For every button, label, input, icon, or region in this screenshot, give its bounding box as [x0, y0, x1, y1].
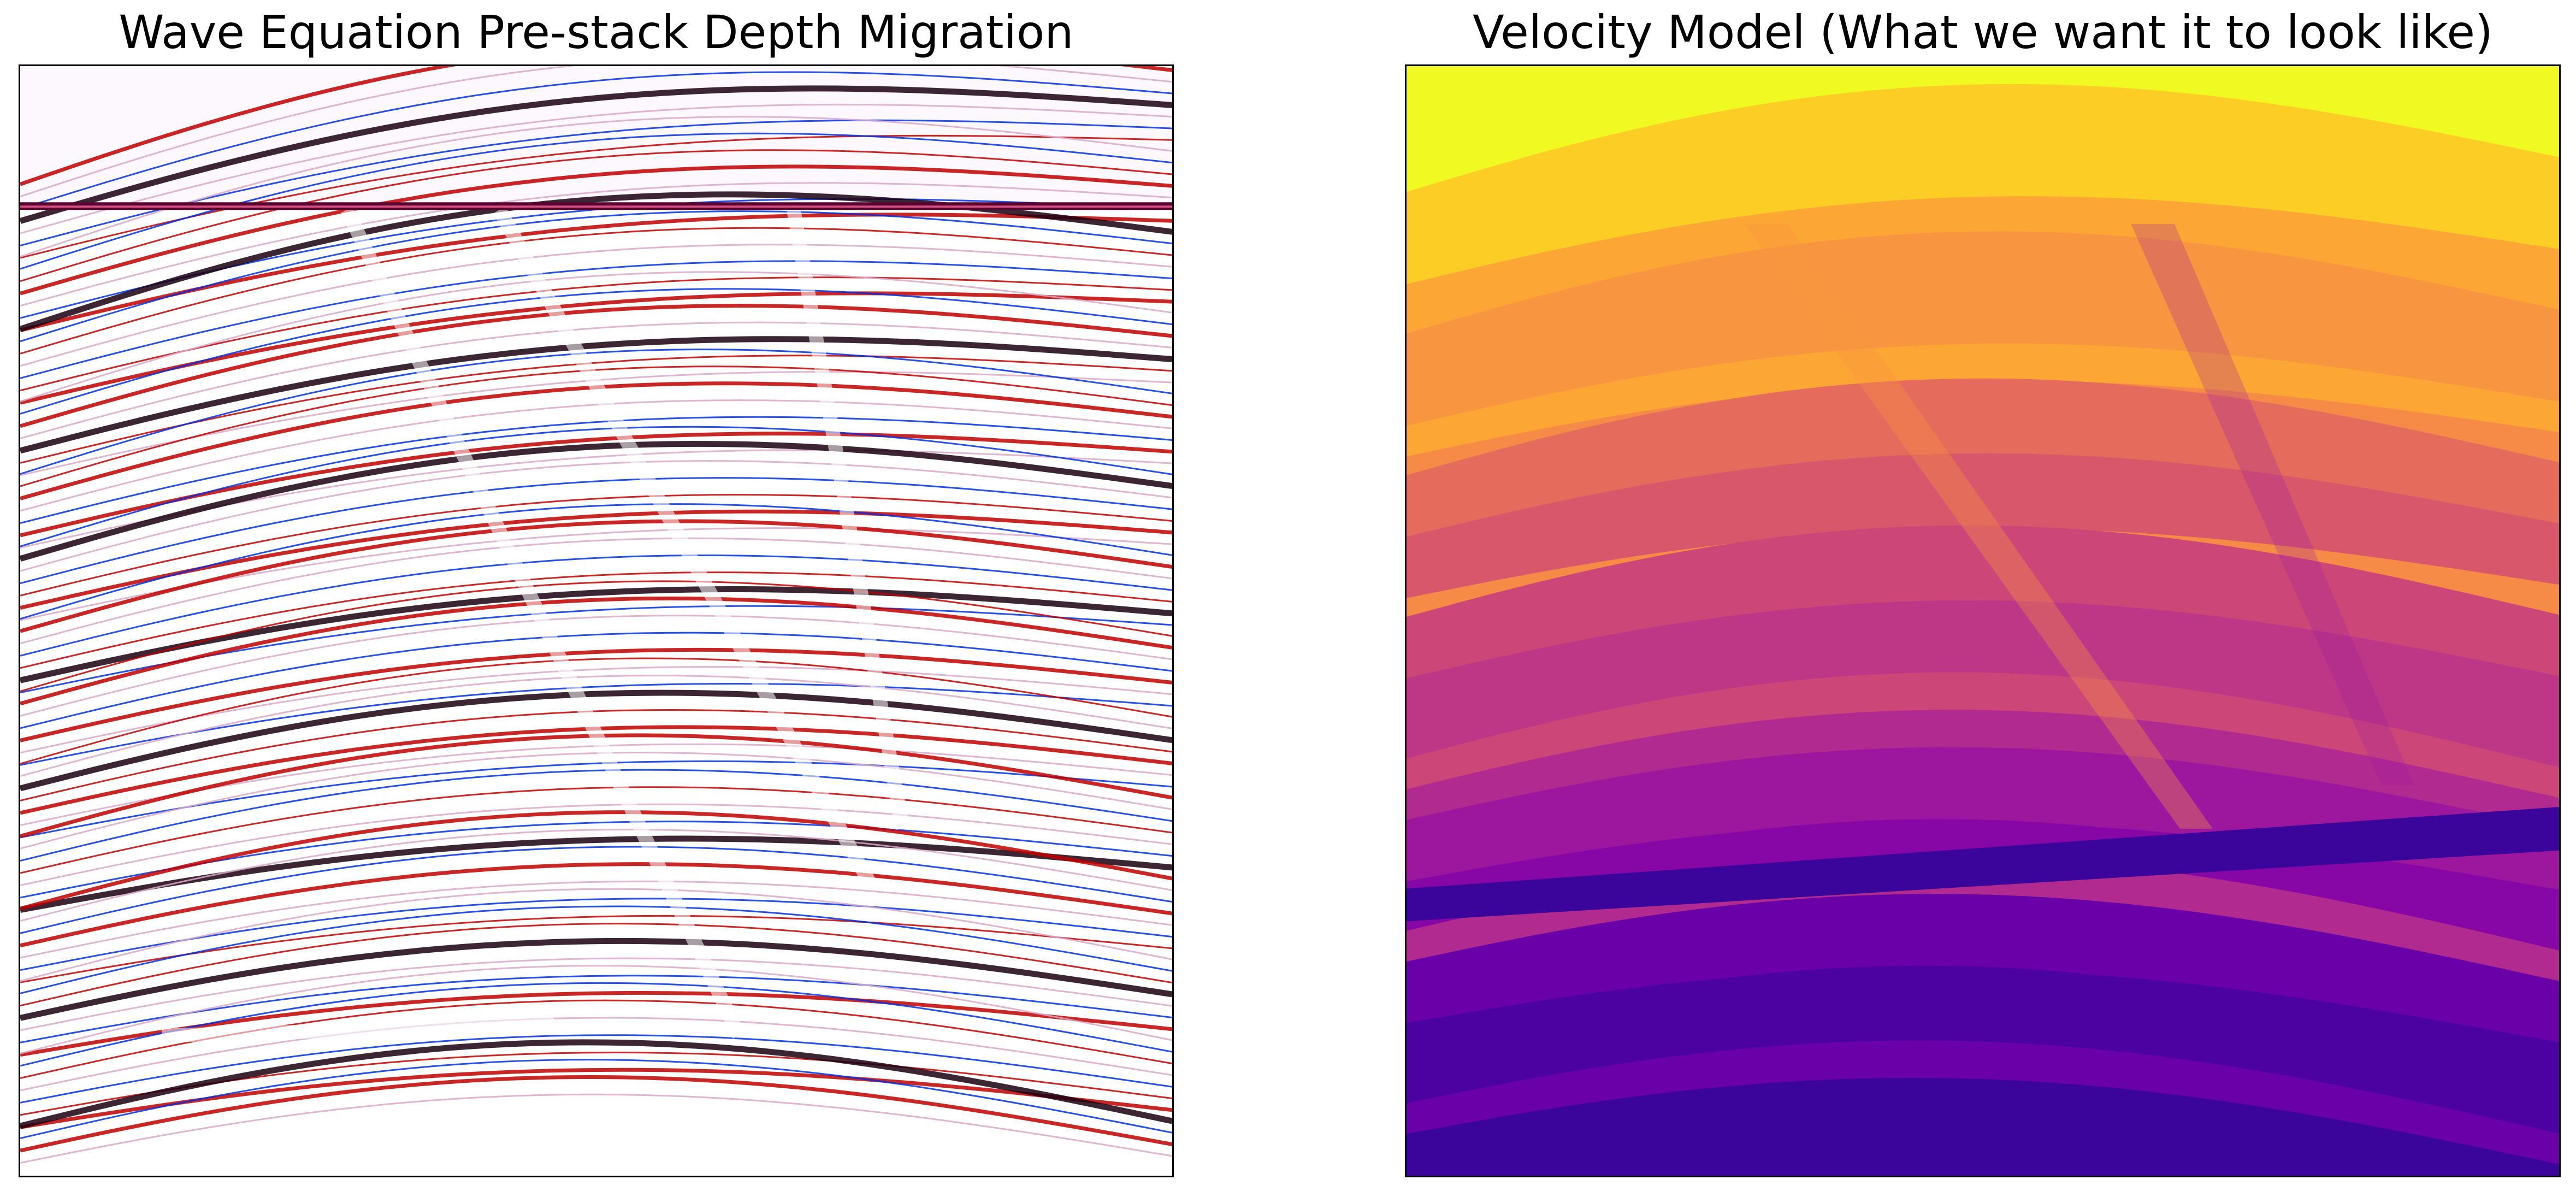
- panel-title-migration: Wave Equation Pre-stack Depth Migration: [119, 5, 1074, 59]
- seismic-migration-panel: [19, 64, 1174, 1177]
- velocity-model-image: [1407, 66, 2559, 1176]
- velocity-model-panel: [1405, 64, 2561, 1177]
- seismic-migration-image: [20, 66, 1172, 1164]
- panel-title-velocity: Velocity Model (What we want it to look …: [1473, 5, 2493, 59]
